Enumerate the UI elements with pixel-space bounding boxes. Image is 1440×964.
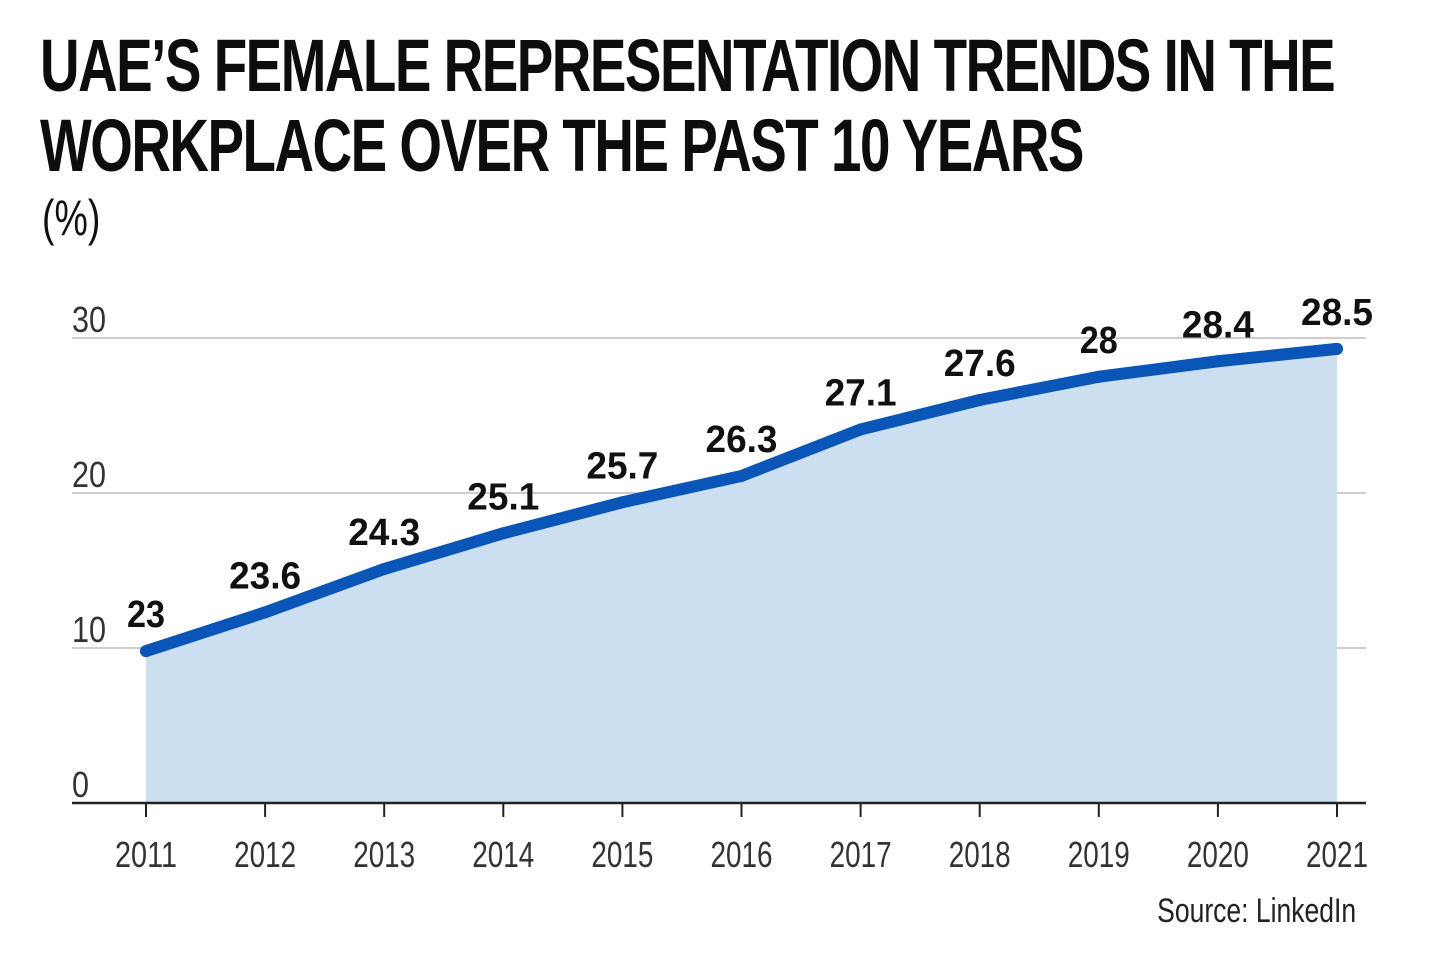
x-tick-label-2013: 2013	[353, 834, 415, 875]
title-line-2: WORKPLACE OVER THE PAST 10 YEARS	[40, 104, 1084, 187]
x-tick-label-2015: 2015	[591, 834, 653, 875]
data-label-2018: 27.6	[944, 343, 1016, 385]
data-label-2014: 25.1	[467, 476, 539, 518]
x-tick-label-2018: 2018	[949, 834, 1011, 875]
data-point-2018	[973, 394, 986, 406]
data-point-2017	[854, 423, 867, 436]
data-point-2012	[259, 606, 272, 619]
x-tick-label-2014: 2014	[472, 834, 534, 875]
data-point-2011	[140, 645, 152, 658]
title-line-1: UAE’S FEMALE REPRESENTATION TRENDS IN TH…	[40, 24, 1336, 107]
data-label-2012: 23.6	[229, 555, 301, 597]
data-label-2015: 25.7	[586, 445, 658, 487]
data-label-2017: 27.1	[825, 372, 897, 414]
data-point-2013	[378, 562, 391, 575]
data-point-2021	[1331, 342, 1343, 355]
data-label-2020: 28.4	[1182, 304, 1254, 346]
y-tick-label-20: 20	[72, 454, 106, 495]
data-point-2016	[735, 469, 748, 482]
y-tick-label-0: 0	[72, 764, 89, 805]
unit-label: (%)	[42, 190, 101, 246]
data-point-2014	[497, 527, 510, 540]
x-tick-label-2017: 2017	[830, 834, 892, 875]
x-tick-label-2020: 2020	[1187, 834, 1249, 875]
data-label-2013: 24.3	[348, 512, 420, 554]
chart-title: UAE’S FEMALE REPRESENTATION TRENDS IN TH…	[40, 26, 1440, 186]
data-label-2021: 28.5	[1301, 292, 1373, 334]
x-tick-label-2021: 2021	[1306, 834, 1368, 875]
data-point-2019	[1092, 370, 1105, 383]
x-tick-label-2019: 2019	[1068, 834, 1130, 875]
data-point-2020	[1211, 355, 1224, 368]
data-label-2011: 23	[127, 594, 165, 636]
x-tick-label-2011: 2011	[115, 834, 177, 875]
area-fill	[146, 348, 1337, 803]
data-point-2015	[616, 496, 629, 509]
data-label-2019: 28	[1080, 320, 1118, 362]
x-tick-label-2016: 2016	[711, 834, 773, 875]
y-tick-label-10: 10	[72, 609, 106, 650]
source-note: Source: LinkedIn	[1156, 892, 1356, 930]
x-tick-label-2012: 2012	[234, 834, 296, 875]
data-label-2016: 26.3	[706, 419, 778, 461]
y-tick-label-30: 30	[72, 299, 106, 340]
